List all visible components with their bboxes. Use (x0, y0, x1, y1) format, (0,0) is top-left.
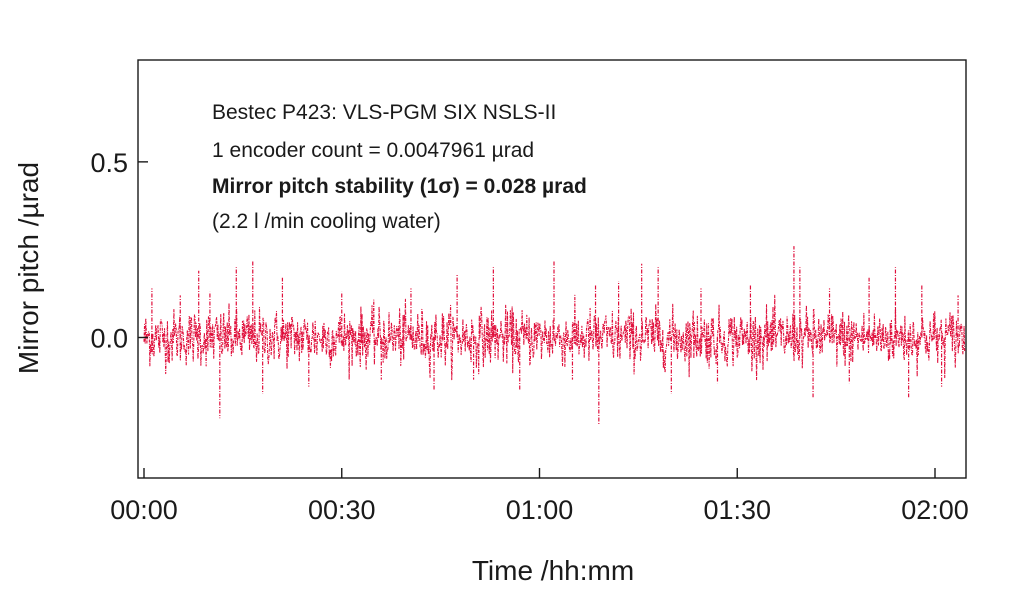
annotation-line-4: (2.2 l /min cooling water) (212, 210, 441, 233)
series-layer (143, 246, 966, 426)
plot-frame (137, 59, 967, 479)
annotation-line-1: Bestec P423: VLS-PGM SIX NSLS-II (212, 101, 556, 124)
series-line (143, 294, 966, 381)
x-tick-label: 01:00 (506, 495, 574, 525)
x-tick-label: 00:30 (308, 495, 376, 525)
y-tick-label: 0.0 (90, 323, 128, 353)
annotation-line-3: Mirror pitch stability (1σ) = 0.028 µrad (212, 175, 587, 198)
y-tick-label: 0.5 (90, 148, 128, 178)
x-axis-title: Time /hh:mm (472, 555, 634, 586)
ticks-layer: 00:00 00:30 01:00 01:30 02:00 0.0 0.5 (90, 148, 968, 525)
x-tick-label: 02:00 (901, 495, 969, 525)
x-tick-label: 01:30 (703, 495, 771, 525)
x-tick-label: 00:00 (110, 495, 178, 525)
y-axis-title: Mirror pitch /µrad (13, 162, 44, 374)
annotation-line-2: 1 encoder count = 0.0047961 µrad (212, 139, 534, 162)
